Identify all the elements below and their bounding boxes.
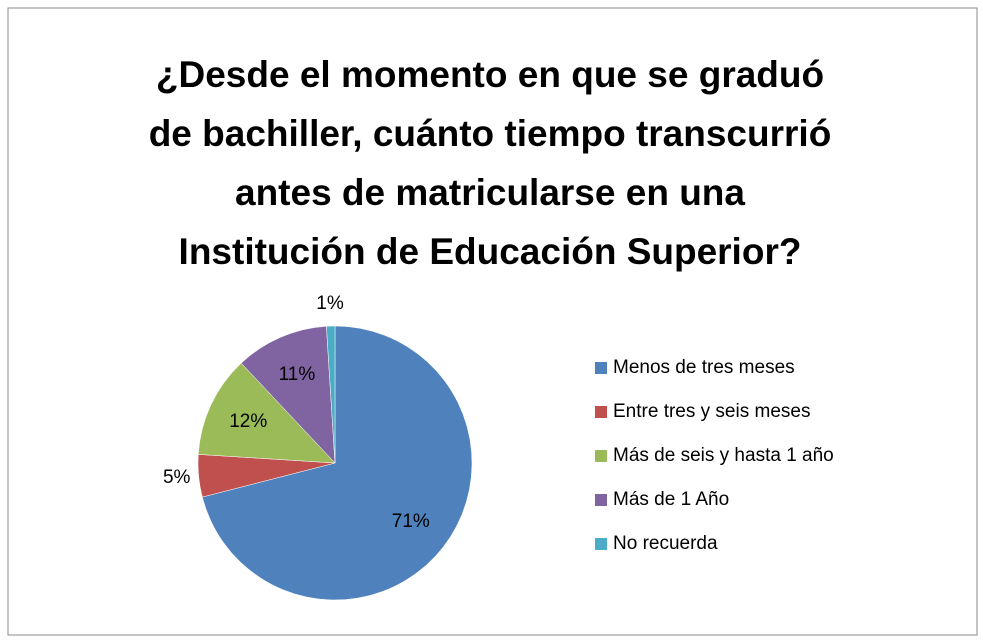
chart-title: de bachiller, cuánto tiempo transcurrió	[149, 113, 832, 154]
chart-title: Institución de Educación Superior?	[179, 231, 802, 272]
legend-swatch	[595, 406, 607, 418]
legend-swatch	[595, 450, 607, 462]
legend-swatch	[595, 362, 607, 374]
legend-label: Entre tres y seis meses	[613, 401, 810, 422]
pie-slice	[326, 325, 336, 464]
chart-border	[7, 7, 978, 636]
chart-title: ¿Desde el momento en que se graduó	[156, 54, 824, 95]
data-label: 5%	[163, 467, 191, 488]
legend-label: Más de 1 Año	[613, 489, 729, 510]
legend-swatch	[595, 538, 607, 550]
pie-slice	[201, 325, 473, 601]
legend-label: Más de seis y hasta 1 año	[613, 445, 834, 466]
data-label: 71%	[392, 511, 430, 532]
legend-swatch	[595, 494, 607, 506]
data-label: 11%	[279, 364, 316, 385]
data-label: 1%	[316, 293, 344, 314]
legend-label: No recuerda	[613, 533, 718, 554]
pie-slice	[240, 326, 336, 464]
pie-slice	[198, 362, 336, 464]
chart-title: antes de matricularse en una	[235, 172, 745, 213]
legend-label: Menos de tres meses	[613, 357, 795, 378]
data-label: 12%	[229, 411, 267, 432]
